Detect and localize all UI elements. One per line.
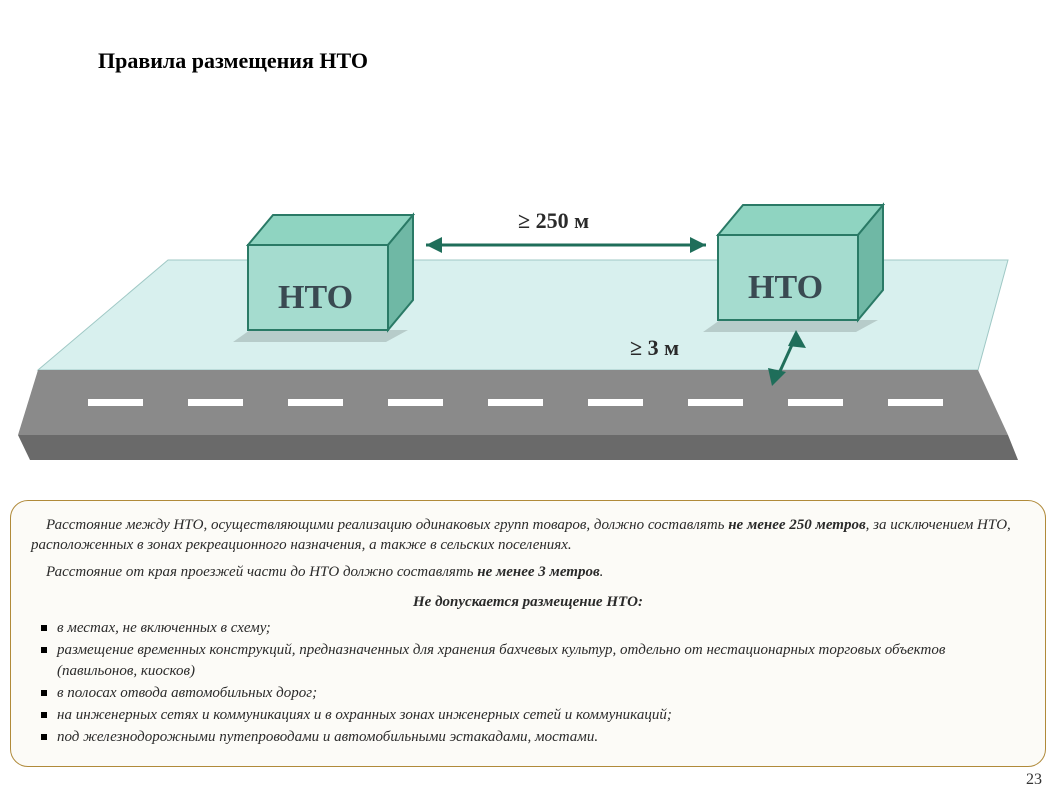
rule-distance-between: Расстояние между НТО, осуществляющими ре… [31,515,1025,556]
cube-label-left: НТО [278,279,353,316]
nto-cube-left: НТО [233,215,413,342]
rule-distance-road: Расстояние от края проезжей части до НТО… [31,562,1025,582]
page-title: Правила размещения НТО [98,48,368,74]
placement-diagram: НТО НТО ≥ 250 м ≥ 3 м [18,200,1038,490]
page-number: 23 [1026,771,1042,789]
list-item: под железнодорожными путепроводами и авт… [35,727,1025,747]
list-item: в местах, не включенных в схему; [35,618,1025,638]
list-item: размещение временных конструкций, предна… [35,640,1025,681]
list-item: в полосах отвода автомобильных дорог; [35,683,1025,703]
not-allowed-heading: Не допускается размещение НТО: [31,592,1025,612]
horiz-dim-label: ≥ 250 м [518,208,589,233]
vert-dim-label: ≥ 3 м [630,335,679,360]
nto-cube-right: НТО [703,205,883,332]
cube-label-right: НТО [748,269,823,306]
not-allowed-list: в местах, не включенных в схему; размеще… [31,618,1025,748]
rules-text-box: Расстояние между НТО, осуществляющими ре… [10,500,1046,767]
road-shadow [18,435,1018,460]
list-item: на инженерных сетях и коммуникациях и в … [35,705,1025,725]
horizontal-arrow [426,237,706,253]
lane-markings [88,399,943,406]
